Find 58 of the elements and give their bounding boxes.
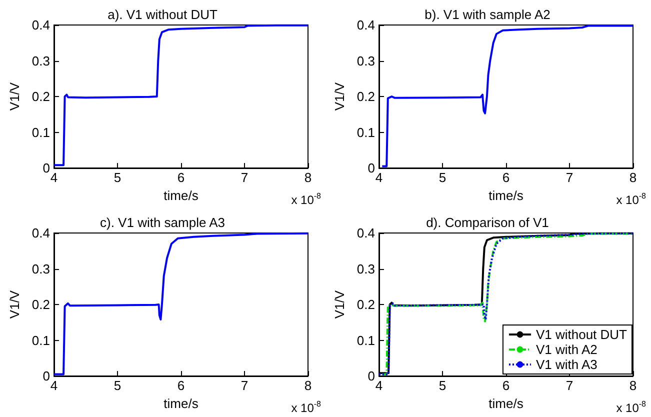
x-tick-label: 5 <box>438 378 446 393</box>
y-tick-label: 0 <box>42 160 50 176</box>
line-series <box>381 24 634 168</box>
y-tick-label: 0.3 <box>32 53 50 68</box>
x-tick-label: 4 <box>375 378 383 393</box>
x-axis-title: time/s <box>488 188 524 203</box>
x-tick-label: 8 <box>629 170 637 185</box>
y-tick-label: 0.2 <box>356 89 375 104</box>
y-tick-label: 0.4 <box>32 18 50 32</box>
x-tick-label: 4 <box>50 378 58 393</box>
x-axis-title: time/s <box>488 396 524 411</box>
y-tick-label: 0.1 <box>356 124 375 140</box>
y-tick-label: 0.3 <box>356 261 375 276</box>
x-tick-label: 5 <box>114 378 122 393</box>
y-tick-label: 0.2 <box>32 297 50 312</box>
x-tick-label: 8 <box>304 378 312 393</box>
x-tick-label: 7 <box>566 170 574 185</box>
y-axis-title: V1/V <box>332 290 347 319</box>
x-tick-label: 8 <box>304 170 312 185</box>
y-tick-label: 0.1 <box>32 124 50 140</box>
legend-label: V1 with A3 <box>536 357 598 372</box>
chart-title: a). V1 without DUT <box>108 7 218 22</box>
x-tick-label: 6 <box>177 170 185 185</box>
x-axis-title: time/s <box>164 188 199 203</box>
x-tick-label: 6 <box>502 170 510 185</box>
y-tick-label: 0.2 <box>32 89 50 104</box>
y-tick-label: 0 <box>42 368 50 384</box>
x-tick-label: 4 <box>50 170 58 185</box>
y-tick-label: 0.4 <box>32 226 50 240</box>
x-axis-title: time/s <box>164 396 199 411</box>
y-axis-title: V1/V <box>7 290 22 319</box>
y-tick-label: 0.4 <box>356 18 375 32</box>
x-tick-label: 8 <box>629 378 637 393</box>
x-tick-label: 6 <box>177 378 185 393</box>
y-tick-label: 0.3 <box>32 261 50 276</box>
line-series <box>53 24 309 166</box>
y-tick-label: 0.3 <box>356 53 375 68</box>
x-tick-label: 7 <box>240 170 248 185</box>
x-tick-label: 7 <box>240 378 248 393</box>
y-tick-label: 0.4 <box>356 226 375 240</box>
x-tick-label: 6 <box>502 378 510 393</box>
legend-label: V1 without DUT <box>536 327 628 342</box>
x-tick-label: 7 <box>566 378 574 393</box>
line-series <box>53 232 309 376</box>
x-tick-label: 5 <box>438 170 446 185</box>
y-tick-label: 0.1 <box>356 332 375 348</box>
y-axis-title: V1/V <box>332 82 347 111</box>
legend-label: V1 with A2 <box>536 342 598 357</box>
y-tick-label: 0 <box>368 160 375 176</box>
chart-title: c). V1 with sample A3 <box>100 215 225 230</box>
y-tick-label: 0.2 <box>356 297 375 312</box>
x-tick-label: 4 <box>375 170 383 185</box>
x-tick-label: 5 <box>114 170 122 185</box>
chart-title: d). Comparison of V1 <box>426 215 549 230</box>
y-axis-title: V1/V <box>7 82 22 111</box>
chart-title: b). V1 with sample A2 <box>424 7 550 22</box>
y-tick-label: 0.1 <box>32 332 50 348</box>
y-tick-label: 0 <box>368 368 375 384</box>
